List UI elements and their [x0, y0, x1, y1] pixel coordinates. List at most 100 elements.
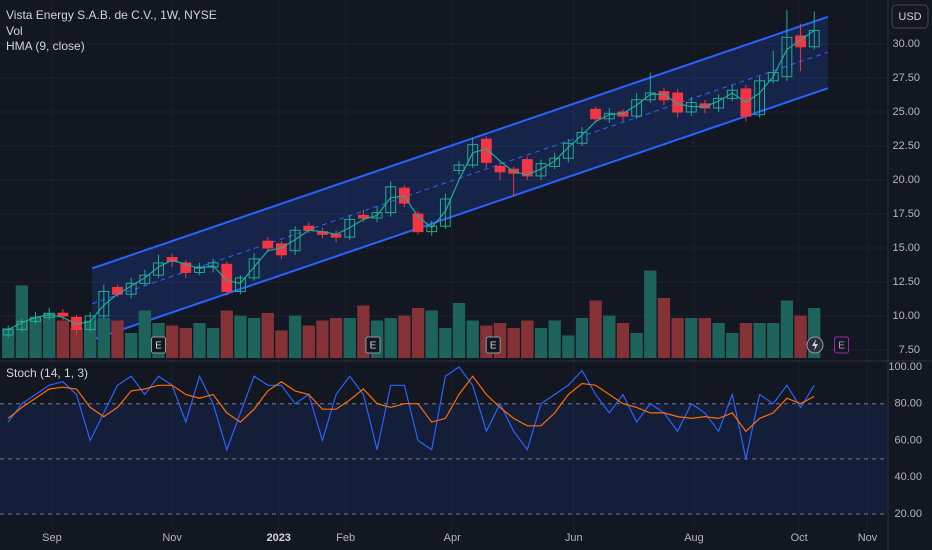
- candle-body: [754, 80, 765, 116]
- candle-body: [535, 163, 547, 177]
- volume-bar: [439, 328, 452, 358]
- volume-bar: [288, 315, 302, 358]
- volume-bar: [206, 328, 220, 358]
- dividend-bolt: [812, 339, 818, 351]
- y-tick-label: 20.00: [892, 174, 920, 186]
- stoch-legend: Stoch (14, 1, 3): [6, 366, 88, 380]
- candle-body: [180, 262, 192, 273]
- volume-bar: [329, 318, 343, 358]
- stoch-tick-label: 40.00: [894, 471, 922, 483]
- volume-bar: [425, 310, 438, 358]
- chart-title: Vista Energy S.A.B. de C.V., 1W, NYSE: [6, 8, 217, 22]
- volume-bar: [2, 328, 15, 358]
- candle-body: [644, 92, 656, 101]
- volume-bar: [43, 313, 56, 358]
- candle-body: [207, 262, 219, 268]
- volume-bar: [398, 315, 411, 358]
- volume-bar: [562, 335, 575, 358]
- volume-bar: [739, 323, 753, 358]
- candle-body: [112, 286, 123, 295]
- y-tick-label: 15.00: [892, 242, 920, 254]
- candle-body: [385, 186, 397, 214]
- x-tick-label: 2023: [266, 532, 290, 544]
- x-tick-label: Apr: [444, 532, 461, 544]
- volume-bar: [275, 330, 288, 358]
- candle-body: [57, 312, 69, 317]
- candle-body: [166, 256, 178, 263]
- y-tick-label: 10.00: [892, 310, 920, 322]
- volume-bar: [698, 318, 712, 358]
- candle-body: [289, 229, 301, 252]
- candle-body: [303, 225, 315, 231]
- volume-bar: [138, 310, 151, 358]
- volume-bar: [56, 320, 69, 358]
- candle-body: [235, 277, 246, 292]
- stoch-tick-label: 60.00: [894, 434, 922, 446]
- volume-bar: [411, 308, 425, 358]
- candle-body: [549, 157, 561, 167]
- x-tick-label: Oct: [791, 532, 808, 544]
- candle-body: [521, 159, 533, 177]
- candle-body: [767, 72, 779, 82]
- volume-bar: [726, 333, 739, 358]
- volume-bar: [29, 318, 42, 358]
- volume-bar: [767, 323, 780, 358]
- volume-bar: [794, 315, 807, 358]
- volume-bar: [111, 320, 124, 358]
- volume-bar: [671, 318, 684, 358]
- stoch-tick-label: 20.00: [894, 508, 922, 520]
- volume-bar: [234, 315, 247, 358]
- volume-bar: [343, 318, 356, 358]
- candle-body: [726, 89, 738, 99]
- volume-bar: [125, 333, 138, 358]
- candle-body: [2, 329, 14, 336]
- volume-bar: [247, 318, 261, 358]
- volume-legend: Vol: [6, 24, 23, 38]
- candle-body: [699, 103, 711, 109]
- candle-body: [685, 102, 697, 113]
- volume-bar: [616, 323, 630, 358]
- volume-bar: [603, 315, 616, 358]
- hma-line: [7, 30, 815, 331]
- volume-bar: [384, 318, 397, 358]
- candle-body: [426, 225, 438, 233]
- candle-body: [194, 266, 205, 273]
- stoch-line: [7, 375, 815, 433]
- volume-bar: [452, 303, 466, 358]
- candle-body: [590, 108, 602, 120]
- candle-body: [139, 274, 151, 284]
- volume-bar: [685, 318, 698, 358]
- stoch-tick-label: 100.00: [888, 361, 922, 373]
- event-marker: [834, 336, 850, 354]
- y-tick-label: 17.50: [892, 208, 920, 220]
- x-tick-label: Feb: [336, 532, 355, 544]
- candle-body: [467, 144, 479, 166]
- candle-body: [221, 263, 233, 292]
- volume-bar: [179, 328, 192, 358]
- event-label: E: [370, 341, 377, 352]
- candle-body: [262, 240, 274, 249]
- channel-upper: [91, 15, 829, 270]
- candle-body: [439, 198, 451, 227]
- stoch-line: [7, 366, 815, 460]
- volume-bar: [575, 318, 589, 358]
- candle-body: [98, 290, 110, 317]
- event-label: E: [838, 341, 845, 352]
- volume-bar: [193, 323, 206, 358]
- x-tick-label: Nov: [162, 532, 182, 544]
- candle-body: [494, 165, 506, 173]
- candle-body: [576, 131, 588, 144]
- volume-bar: [316, 320, 329, 358]
- event-marker: [485, 336, 501, 354]
- y-tick-label: 25.00: [892, 106, 920, 118]
- volume-bar: [534, 328, 548, 358]
- currency-button[interactable]: [891, 4, 929, 29]
- y-tick-label: 7.50: [899, 344, 920, 356]
- candle-body: [453, 164, 465, 171]
- candle-body: [658, 91, 670, 101]
- candle-body: [357, 214, 369, 219]
- candle-body: [808, 29, 820, 48]
- volume-bar: [712, 323, 725, 358]
- volume-bar: [261, 313, 274, 358]
- y-tick-label: 12.50: [892, 276, 920, 288]
